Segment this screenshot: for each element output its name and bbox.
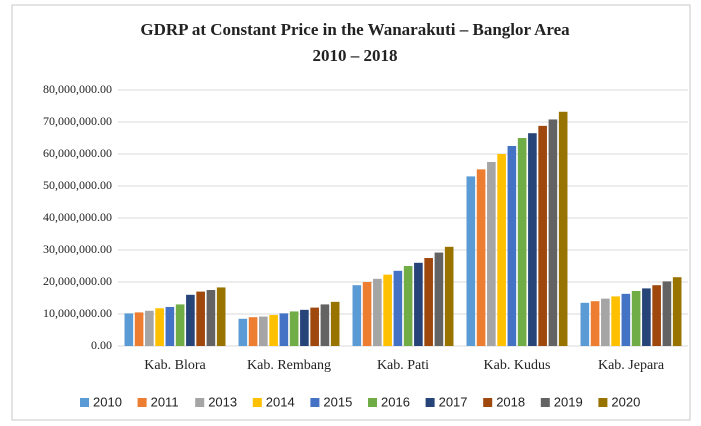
legend-label: 2017: [439, 394, 468, 409]
bar: [300, 309, 309, 346]
x-tick-label: Kab. Pati: [377, 358, 429, 373]
legend-swatch: [252, 398, 262, 407]
chart-subtitle: 2010 – 2018: [313, 46, 398, 65]
bar: [444, 246, 454, 346]
bar: [601, 298, 610, 346]
x-tick-label: Kab. Jepara: [598, 358, 665, 373]
y-tick-label: 10,000,000.00: [43, 306, 112, 320]
y-tick-label: 40,000,000.00: [43, 210, 112, 224]
chart-title: GDRP at Constant Price in the Wanarakuti…: [140, 20, 570, 39]
legend-swatch: [368, 398, 377, 407]
legend-label: 2013: [208, 394, 237, 409]
bar: [238, 318, 248, 346]
bar: [134, 312, 144, 346]
legend-swatch: [310, 398, 320, 407]
bar: [373, 278, 382, 346]
bar: [269, 314, 278, 346]
bar: [466, 176, 476, 346]
bar: [558, 111, 568, 346]
legend-label: 2015: [323, 394, 352, 409]
x-tick-label: Kab. Kudus: [484, 358, 551, 373]
bar: [352, 285, 362, 346]
bar: [330, 301, 340, 346]
x-tick-label: Kab. Rembang: [247, 358, 331, 373]
bar: [289, 311, 299, 346]
bar: [393, 270, 403, 346]
bar: [216, 287, 226, 346]
legend-swatch: [80, 398, 89, 407]
bar: [548, 119, 558, 346]
bar: [362, 282, 372, 346]
legend-label: 2016: [381, 394, 410, 409]
bar: [424, 258, 433, 346]
bar: [124, 313, 134, 346]
legend-swatch: [540, 398, 550, 407]
bar: [259, 316, 268, 346]
bar: [517, 138, 527, 346]
bar: [507, 146, 517, 346]
bar: [155, 308, 164, 346]
legend-label: 2014: [266, 394, 295, 409]
legend-label: 2010: [93, 394, 122, 409]
bar: [320, 304, 330, 346]
bar: [403, 266, 413, 346]
y-tick-label: 50,000,000.00: [43, 178, 112, 192]
bar: [528, 133, 537, 346]
legend-swatch: [425, 398, 435, 407]
bar: [186, 294, 195, 346]
chart-frame: [11, 4, 691, 421]
bar: [196, 291, 205, 346]
legend-swatch: [195, 398, 205, 407]
bar: [383, 274, 392, 346]
legend-label: 2011: [151, 394, 179, 409]
bar: [611, 296, 620, 346]
y-tick-label: 20,000,000.00: [43, 274, 112, 288]
bar: [145, 310, 154, 346]
bar: [621, 293, 631, 346]
y-tick-label: 30,000,000.00: [43, 242, 112, 256]
y-tick-label: 70,000,000.00: [43, 114, 112, 128]
bar: [662, 281, 672, 346]
bar: [642, 288, 651, 346]
bar: [580, 302, 590, 346]
bar: [248, 317, 258, 346]
legend-label: 2018: [496, 394, 525, 409]
bar: [414, 262, 423, 346]
legend-swatch: [137, 398, 147, 407]
bar: [434, 252, 444, 346]
y-tick-label: 80,000,000.00: [43, 82, 112, 96]
bar: [631, 290, 641, 346]
y-tick-label: 60,000,000.00: [43, 146, 112, 160]
x-tick-label: Kab. Blora: [144, 358, 206, 373]
bar: [476, 169, 486, 346]
bar: [310, 307, 319, 346]
legend-swatch: [598, 398, 608, 407]
legend-label: 2020: [611, 394, 640, 409]
bar: [279, 313, 289, 346]
bar: [487, 162, 496, 346]
bar: [497, 154, 506, 346]
bar: [206, 290, 216, 346]
legend-swatch: [483, 398, 493, 407]
bar: [672, 277, 682, 346]
bar: [175, 304, 185, 346]
bar: [165, 306, 175, 346]
bar: [590, 301, 600, 346]
bar: [538, 125, 547, 346]
bar: [652, 285, 661, 346]
y-tick-label: 0.00: [91, 338, 112, 352]
legend-label: 2019: [554, 394, 583, 409]
